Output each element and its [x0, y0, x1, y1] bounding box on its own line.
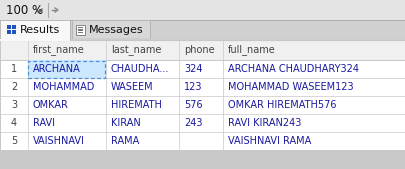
- Bar: [0, 20, 70, 40]
- Text: 4: 4: [11, 118, 17, 128]
- Text: 576: 576: [183, 100, 202, 110]
- Bar: [0, 78, 405, 96]
- Bar: [78, 31, 83, 33]
- Text: ARCHANA: ARCHANA: [33, 64, 81, 74]
- Bar: [7, 25, 11, 29]
- Text: KIRAN: KIRAN: [111, 118, 141, 128]
- Text: Messages: Messages: [89, 25, 143, 35]
- Text: MOHAMMAD WASEEM123: MOHAMMAD WASEEM123: [228, 82, 353, 92]
- Text: phone: phone: [183, 45, 214, 55]
- Bar: [0, 96, 405, 114]
- Text: RAVI: RAVI: [33, 118, 55, 128]
- Bar: [0, 114, 405, 132]
- Bar: [0, 40, 405, 60]
- Text: RAVI KIRAN243: RAVI KIRAN243: [228, 118, 301, 128]
- Bar: [0, 132, 405, 150]
- Bar: [72, 20, 149, 38]
- Bar: [0, 20, 405, 40]
- Text: ARCHANA CHAUDHARY324: ARCHANA CHAUDHARY324: [228, 64, 358, 74]
- Text: MOHAMMAD: MOHAMMAD: [33, 82, 94, 92]
- Bar: [7, 30, 11, 34]
- Text: WASEEM: WASEEM: [111, 82, 153, 92]
- Bar: [78, 27, 83, 28]
- Text: 123: 123: [183, 82, 202, 92]
- Text: 324: 324: [183, 64, 202, 74]
- Text: full_name: full_name: [228, 45, 275, 55]
- Bar: [76, 25, 85, 35]
- Text: last_name: last_name: [111, 45, 161, 55]
- Text: first_name: first_name: [33, 45, 85, 55]
- Text: HIREMATH: HIREMATH: [111, 100, 162, 110]
- Text: Results: Results: [20, 25, 60, 35]
- Text: 100 %: 100 %: [6, 4, 43, 17]
- Text: 243: 243: [183, 118, 202, 128]
- Text: 2: 2: [11, 82, 17, 92]
- Text: OMKAR: OMKAR: [33, 100, 69, 110]
- Bar: [0, 40, 405, 150]
- Bar: [78, 29, 83, 30]
- Text: 1: 1: [11, 64, 17, 74]
- Text: OMKAR HIREMATH576: OMKAR HIREMATH576: [228, 100, 336, 110]
- Text: VAISHNAVI RAMA: VAISHNAVI RAMA: [228, 136, 311, 146]
- Text: 5: 5: [11, 136, 17, 146]
- Bar: [28, 60, 106, 78]
- Text: CHAUDHA...: CHAUDHA...: [111, 64, 169, 74]
- Bar: [0, 0, 405, 20]
- Bar: [12, 25, 16, 29]
- Bar: [28, 61, 105, 78]
- Bar: [0, 60, 405, 78]
- Text: RAMA: RAMA: [111, 136, 139, 146]
- Bar: [12, 30, 16, 34]
- Text: 3: 3: [11, 100, 17, 110]
- Text: VAISHNAVI: VAISHNAVI: [33, 136, 85, 146]
- Bar: [0, 40, 405, 150]
